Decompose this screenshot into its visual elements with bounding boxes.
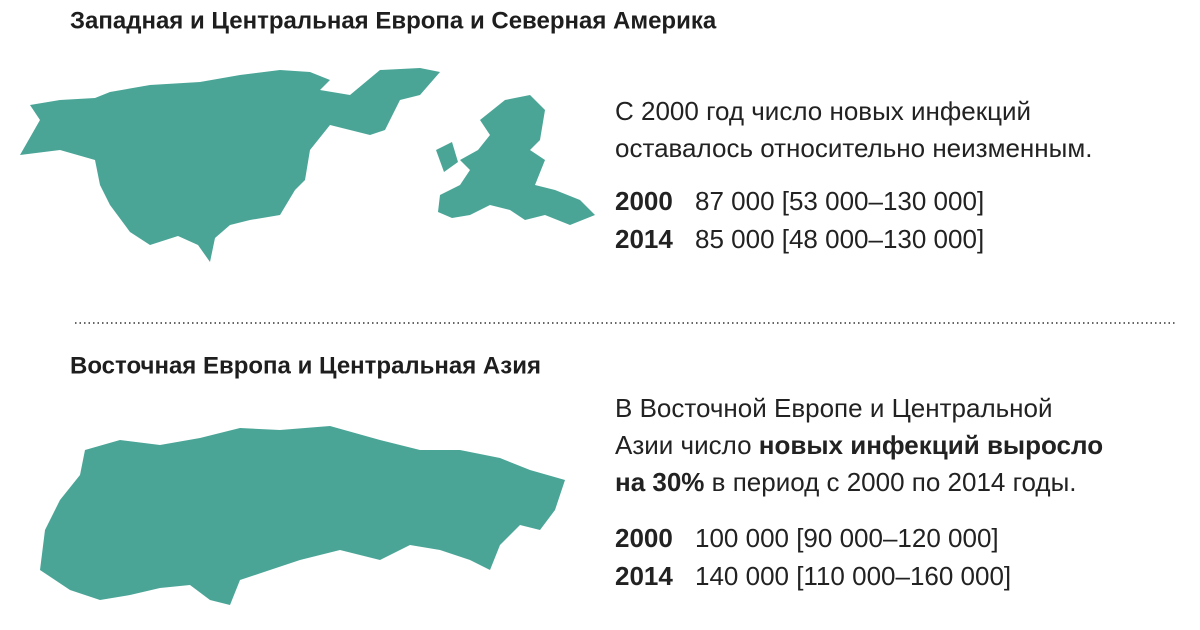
description-line: оставалось относительно неизменным. — [615, 133, 1092, 163]
row-year: 2000 — [615, 523, 673, 553]
section-title: Западная и Центральная Европа и Северная… — [70, 7, 717, 34]
description-segment: В Восточной Европе и Центральной — [615, 393, 1053, 423]
description-segment: в период с 2000 по 2014 годы. — [704, 467, 1076, 497]
row-year: 2000 — [615, 186, 673, 216]
row-value: 85 000 [48 000–130 000] — [695, 224, 984, 254]
section-title: Восточная Европа и Центральная Азия — [70, 352, 541, 379]
description-segment: оставалось относительно неизменным. — [615, 133, 1092, 163]
description-line: Азии число новых инфекций выросло — [615, 430, 1103, 460]
map-eurasia — [40, 426, 565, 605]
row-value: 140 000 [110 000–160 000] — [695, 561, 1011, 591]
description-line: С 2000 год число новых инфекций — [615, 96, 1031, 126]
description-segment: Азии число — [615, 430, 759, 460]
description-segment: на 30% — [615, 467, 704, 497]
row-value: 100 000 [90 000–120 000] — [695, 523, 999, 553]
row-year: 2014 — [615, 224, 673, 254]
description-segment: новых инфекций выросло — [759, 430, 1103, 460]
row-value: 87 000 [53 000–130 000] — [695, 186, 984, 216]
description-line: В Восточной Европе и Центральной — [615, 393, 1053, 423]
description-segment: С 2000 год число новых инфекций — [615, 96, 1031, 126]
description-line: на 30% в период с 2000 по 2014 годы. — [615, 467, 1077, 497]
row-year: 2014 — [615, 561, 673, 591]
map-north-america — [20, 68, 440, 262]
map-europe — [436, 95, 595, 225]
